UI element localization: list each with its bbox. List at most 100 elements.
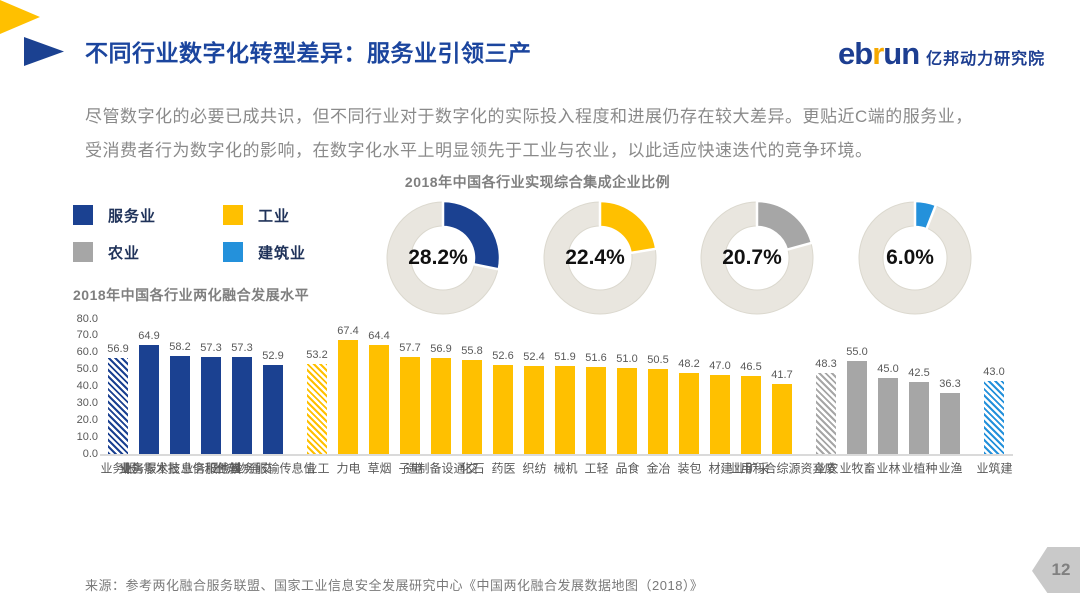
bar-机械 <box>555 366 575 454</box>
bar-group-2: 48.3 农业 55.0 畜牧业 45.0 林业 42.5 种植业 36.3 渔业 <box>813 319 963 476</box>
bar-电子 <box>400 356 420 454</box>
bar-纺织 <box>524 365 544 454</box>
bar-value-label: 51.9 <box>554 351 576 364</box>
bar-value-label: 55.0 <box>846 346 868 359</box>
bar-value-label: 57.3 <box>200 342 222 355</box>
bar-x-label: 石化 <box>459 462 485 476</box>
donut-chart-3: 6.0% <box>856 199 974 317</box>
bar-x-label: 电力 <box>335 462 361 476</box>
bar-slot: 55.0 畜牧业 <box>838 319 876 476</box>
bar-chart-title: 2018年中国各行业两化融合发展水平 <box>73 287 310 303</box>
legend-item-1: 工业 <box>223 204 373 226</box>
bar-value-label: 52.9 <box>262 349 284 362</box>
bar-slot: 43.0 建筑业 <box>975 319 1013 476</box>
bar-value-label: 55.8 <box>461 344 483 357</box>
bar-slot: 58.2 软件和信息技术服务业 <box>119 319 241 476</box>
bar-value-label: 58.2 <box>169 340 191 353</box>
bar-slot: 53.2 工业 <box>304 319 330 476</box>
bar-x-label: 种植业 <box>900 462 938 476</box>
bar-轻工 <box>586 366 606 454</box>
legend-label: 服务业 <box>108 207 157 225</box>
bar-x-label: 其他服务业 <box>180 462 242 476</box>
bar-slot: 51.9 机械 <box>552 319 578 476</box>
bar-x-label: 烟草 <box>366 462 392 476</box>
bar-value-label: 53.2 <box>306 349 328 362</box>
legend-label: 农业 <box>108 244 141 262</box>
bar-value-label: 36.3 <box>939 377 961 390</box>
bar-x-label: 工业 <box>304 462 330 476</box>
logo-eb: eb <box>838 36 873 71</box>
bar-slot: 55.8 石化 <box>459 319 485 476</box>
bar-农业 <box>816 372 836 454</box>
y-axis-tick: 60.0 <box>76 346 98 359</box>
page-title: 不同行业数字化转型差异：服务业引领三产 <box>85 40 532 66</box>
title-arrow-yellow-icon <box>0 0 40 34</box>
bar-x-label: 轻工 <box>583 462 609 476</box>
bar-value-label: 41.7 <box>771 368 793 381</box>
legend-swatch-icon <box>223 242 243 262</box>
legend-swatch-icon <box>73 205 93 225</box>
bar-电力 <box>338 340 358 454</box>
bar-slot: 57.3 交通物流业 <box>211 319 273 476</box>
logo-r: r <box>872 36 884 71</box>
bar-slot: 52.4 纺织 <box>521 319 547 476</box>
logo-un: un <box>883 36 920 71</box>
bar-slot: 64.9 批发零售业 <box>118 319 180 477</box>
legend-item-2: 农业 <box>73 241 223 263</box>
bar-value-label: 52.6 <box>492 350 514 363</box>
bar-冶金 <box>648 368 668 454</box>
y-axis-tick: 30.0 <box>76 396 98 409</box>
source-note: 来源：参考两化融合服务联盟、国家工业信息安全发展研究中心《中国两化融合发展数据地… <box>85 578 704 593</box>
donut-percent-label: 6.0% <box>886 246 934 269</box>
bar-value-label: 48.2 <box>678 357 700 370</box>
bar-x-label: 信息传输服务业 <box>230 462 316 476</box>
bar-slot: 52.9 信息传输服务业 <box>230 319 316 476</box>
bar-x-label: 采矿业 <box>732 462 770 476</box>
bar-group-3: 43.0 建筑业 <box>975 319 1013 476</box>
bar-slot: 46.5 采矿业 <box>732 319 770 477</box>
legend-swatch-icon <box>223 205 243 225</box>
bar-slot: 36.3 渔业 <box>937 319 963 476</box>
legend-item-3: 建筑业 <box>223 241 373 263</box>
page-number-tab: 12 <box>1032 547 1080 593</box>
bar-value-label: 51.6 <box>585 351 607 364</box>
bar-slot: 57.3 其他服务业 <box>180 319 242 476</box>
bar-value-label: 57.7 <box>399 341 421 354</box>
bar-value-label: 42.5 <box>908 367 930 380</box>
donut-segment-0 <box>441 199 502 271</box>
bar-slot: 42.5 种植业 <box>900 319 938 476</box>
bar-x-label: 畜牧业 <box>838 462 876 476</box>
bar-建筑业 <box>984 381 1004 454</box>
bar-建材 <box>710 374 730 454</box>
bar-x-label: 交通设备制造 <box>404 462 478 476</box>
bar-value-label: 47.0 <box>709 359 731 372</box>
intro-text: 尽管数字化的必要已成共识，但不同行业对于数字化的实际投入程度和进展仍存在较大差异… <box>85 100 1025 168</box>
donut-percent-label: 20.7% <box>722 246 782 269</box>
bar-石化 <box>462 359 482 454</box>
title-arrow-blue-icon <box>24 37 64 66</box>
bar-slot: 67.4 电力 <box>335 319 361 476</box>
y-axis-tick: 10.0 <box>76 430 98 443</box>
bar-医药 <box>493 365 513 454</box>
bar-x-label: 林业 <box>875 462 901 476</box>
y-axis-tick: 80.0 <box>76 312 98 325</box>
donut-segment-2 <box>755 199 814 252</box>
bar-value-label: 51.0 <box>616 352 638 365</box>
donut-chart-1: 22.4% <box>541 199 659 317</box>
bar-chart-plot: 56.9 服务业 64.9 批发零售业 58.2 软件和信息技术服务业 57.3 其他服务业 5… <box>99 319 1013 477</box>
intro-line-2: 受消费者行为数字化的影响，在数字化水平上明显领先于工业与农业，以此适应快速迭代的… <box>85 141 873 160</box>
y-axis-tick: 50.0 <box>76 363 98 376</box>
donut-percent-label: 22.4% <box>565 246 625 269</box>
bar-x-label: 渔业 <box>937 462 963 476</box>
bar-x-label: 废弃资源综合利用业 <box>727 462 837 476</box>
donut-chart-2: 20.7% <box>698 199 816 317</box>
bar-slot: 51.6 轻工 <box>583 319 609 476</box>
donut-percent-label: 28.2% <box>408 246 468 269</box>
bar-group-1: 53.2 工业 67.4 电力 64.4 烟草 57.7 电子 56.9 交通设备制造 55.8 石化… <box>304 319 837 477</box>
bar-批发零售业 <box>139 344 159 454</box>
bar-包装 <box>679 372 699 454</box>
bar-x-label: 食品 <box>614 462 640 476</box>
ebrun-logo: ebrun 亿邦动力研究院 <box>838 36 1045 72</box>
page-number: 12 <box>1051 560 1071 579</box>
